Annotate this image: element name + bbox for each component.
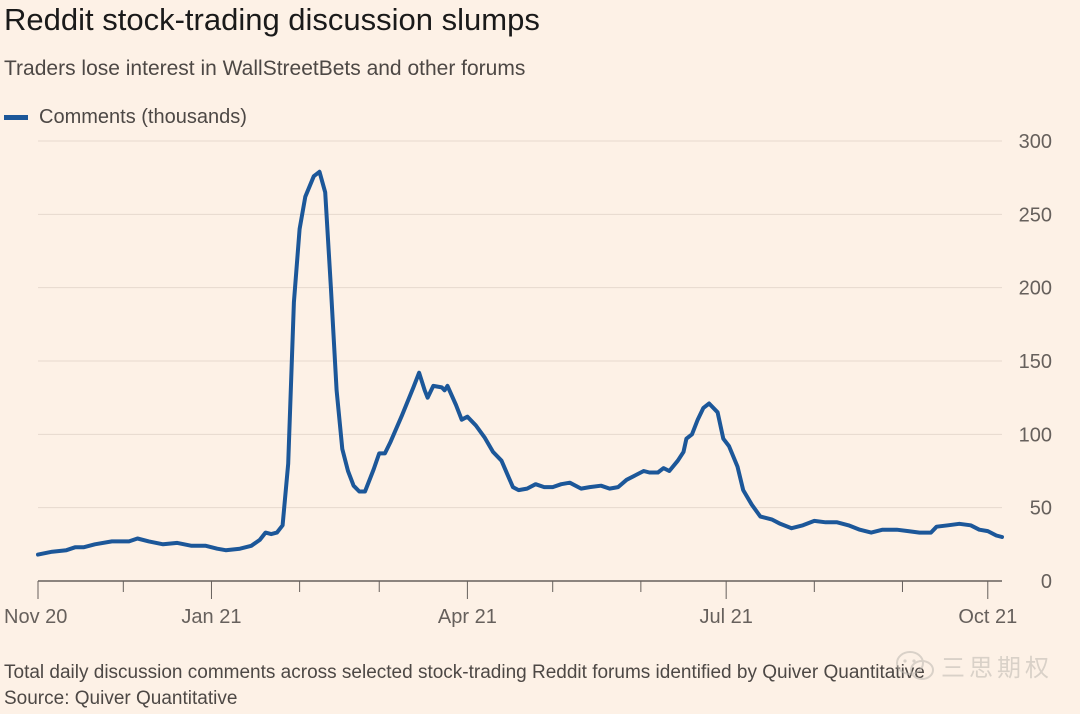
x-axis — [37, 580, 1002, 599]
chart-subtitle: Traders lose interest in WallStreetBets … — [4, 57, 526, 80]
y-axis: 0 50 100 150 200 250 300 — [1019, 131, 1052, 593]
y-tick-label-200: 200 — [1019, 278, 1052, 300]
chart-title: Reddit stock-trading discussion slumps — [4, 2, 540, 37]
footnote: Total daily discussion comments across s… — [4, 662, 925, 683]
y-tick-label-50: 50 — [1030, 498, 1052, 520]
wechat-logo-icon — [896, 650, 934, 680]
legend: Comments (thousands) — [4, 105, 247, 129]
series-line-comments — [36, 169, 1004, 557]
x-tick-label: Apr 21 — [438, 606, 497, 628]
y-tick-label-150: 150 — [1019, 351, 1052, 373]
y-tick-label-250: 250 — [1019, 204, 1052, 226]
legend-swatch — [4, 114, 28, 120]
y-tick-label-300: 300 — [1019, 131, 1052, 153]
x-tick-label: Jul 21 — [699, 606, 752, 628]
gridlines — [38, 140, 1002, 509]
series-layer — [36, 169, 1004, 557]
y-tick-label-0: 0 — [1041, 571, 1052, 593]
y-tick-label-100: 100 — [1019, 424, 1052, 446]
x-axis-labels: Nov 20 Jan 21 Apr 21 Jul 21 Oct 21 — [4, 606, 1017, 628]
x-tick-label: Jan 21 — [181, 606, 241, 628]
watermark-text: 三思期权 — [941, 655, 1053, 682]
watermark: 三思期权 — [895, 648, 1053, 683]
x-tick-label: Oct 21 — [958, 606, 1017, 628]
x-tick-label: Nov 20 — [4, 606, 67, 628]
source-note: Source: Quiver Quantitative — [4, 688, 238, 709]
legend-label: Comments (thousands) — [39, 105, 247, 128]
